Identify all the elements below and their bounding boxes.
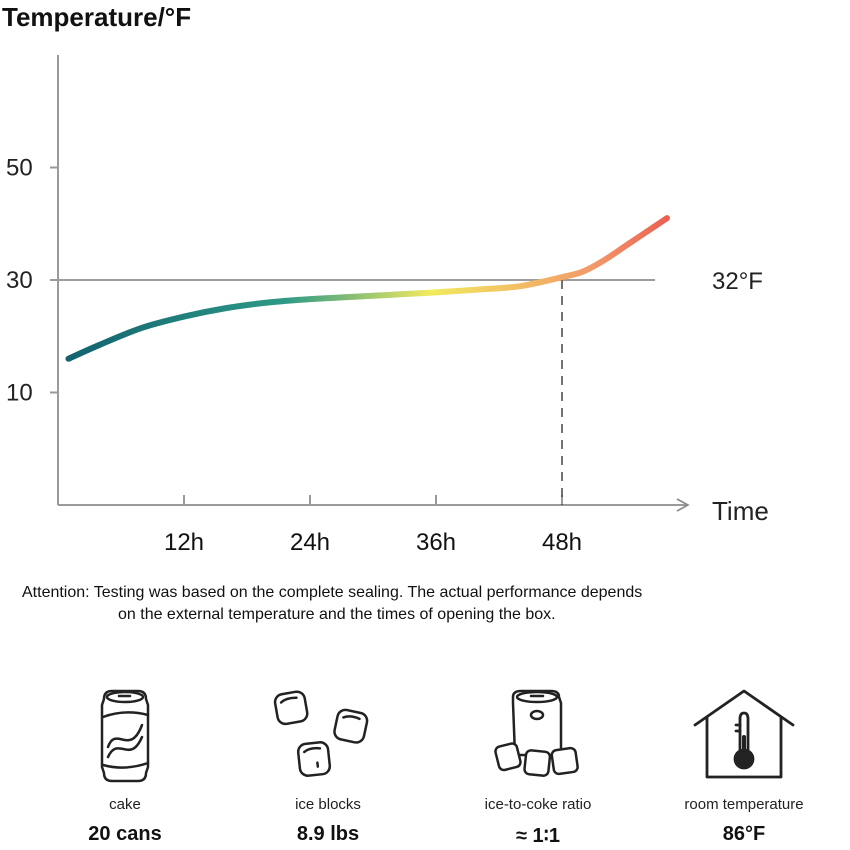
x-axis-ticks: 12h 24h 36h 48h <box>164 495 582 556</box>
soda-can-icon <box>25 680 225 790</box>
y-axis-ticks: 10 30 50 <box>6 155 58 407</box>
x-tick-label: 24h <box>290 529 330 556</box>
stat-value: 8.9 lbs <box>296 823 360 845</box>
stat-ice-blocks: ice blocks 8.9 lbs <box>228 680 428 846</box>
ice-cubes-icon <box>228 680 428 790</box>
stat-label: room temperature <box>684 796 804 813</box>
temperature-curve <box>65 215 670 362</box>
stat-value: ≈ 1∶1 <box>516 825 560 847</box>
stats-row: cake 20 cans ice blocks 8. <box>0 680 850 850</box>
x-tick-label: 36h <box>416 529 456 556</box>
stat-ice-to-coke-ratio: ice-to-coke ratio ≈ 1∶1 <box>438 680 638 848</box>
stat-room-temperature: room temperature 86°F <box>644 680 844 846</box>
attention-note-line-1: Attention: Testing was based on the comp… <box>22 584 643 601</box>
x-tick-label: 12h <box>164 529 204 556</box>
can-with-ice-icon <box>438 680 638 790</box>
stat-value: 20 cans <box>88 823 162 845</box>
y-axis-title: Temperature/°F <box>2 2 191 32</box>
stat-label: cake <box>109 796 141 813</box>
stat-value: 86°F <box>722 823 766 845</box>
stat-label: ice blocks <box>295 796 361 813</box>
attention-note-line-2: on the external temperature and the time… <box>118 606 556 623</box>
stat-cans: cake 20 cans <box>25 680 225 846</box>
attention-note: Attention: Testing was based on the comp… <box>22 582 842 626</box>
reference-line-label: 32°F <box>712 268 763 295</box>
x-axis-title: Time <box>712 496 769 526</box>
stat-label: ice-to-coke ratio <box>484 796 592 813</box>
x-tick-label: 48h <box>542 529 582 556</box>
y-tick-label: 10 <box>6 380 33 407</box>
y-tick-label: 30 <box>6 267 33 294</box>
house-thermometer-icon <box>644 680 844 790</box>
y-tick-label: 50 <box>6 155 33 182</box>
